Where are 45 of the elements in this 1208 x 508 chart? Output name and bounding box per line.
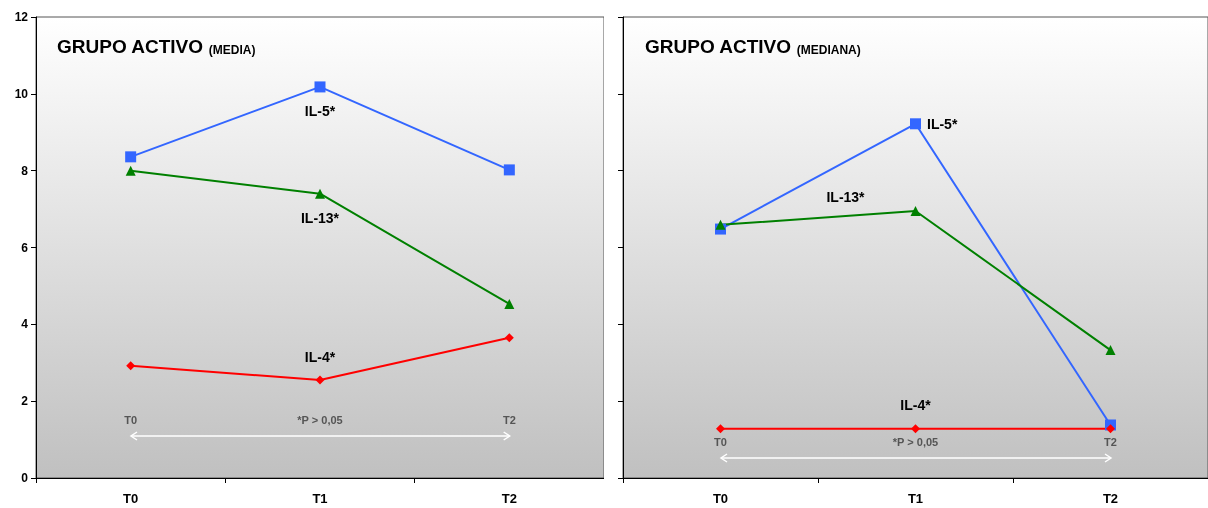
point [315, 188, 325, 199]
x-tick-label: T0 [123, 491, 139, 506]
point [910, 118, 921, 130]
y-tick-label: 10 [14, 86, 29, 101]
series-label: IL-5* [927, 115, 958, 132]
text: (MEDIA) [208, 42, 256, 57]
annotation: T0 [124, 414, 138, 426]
y-tick-label: 4 [21, 317, 29, 332]
point [125, 165, 136, 176]
point [126, 361, 136, 371]
point [1106, 424, 1115, 434]
annotation: T2 [502, 414, 516, 426]
point [503, 164, 515, 176]
y-tick-label: 6 [21, 240, 29, 255]
point [315, 375, 325, 385]
annotation: T2 [1104, 436, 1117, 448]
y-tick-label: 0 [21, 471, 29, 485]
annotation: *P > 0,05 [892, 436, 939, 448]
point [1105, 345, 1116, 356]
point [715, 219, 726, 230]
y-tick-label: 8 [21, 163, 29, 178]
x-tick-label: T2 [501, 491, 517, 506]
annotation: *P > 0,05 [297, 414, 343, 426]
text: GRUPO ACTIVO [57, 36, 204, 57]
annotation: T0 [714, 436, 727, 448]
point [125, 151, 137, 163]
series-label: IL-4* [304, 348, 336, 365]
x-tick-label: T2 [1102, 491, 1119, 506]
point [716, 424, 725, 434]
x-tick-label: T0 [712, 491, 729, 506]
y-tick-label: 2 [21, 394, 29, 409]
point [504, 298, 515, 309]
point [910, 206, 921, 216]
series-label: IL-13* [300, 209, 340, 226]
text: GRUPO ACTIVO [645, 36, 792, 57]
series-label: IL-5* [304, 103, 336, 120]
y-tick-label: 12 [14, 10, 29, 24]
x-tick-label: T1 [312, 491, 328, 506]
point [314, 81, 326, 93]
x-tick-label: T1 [907, 491, 924, 506]
point [911, 424, 920, 434]
series-label: IL-4* [900, 397, 932, 414]
series-label: IL-13* [826, 189, 866, 205]
text: (MEDIANA) [796, 42, 861, 57]
point [504, 333, 514, 343]
